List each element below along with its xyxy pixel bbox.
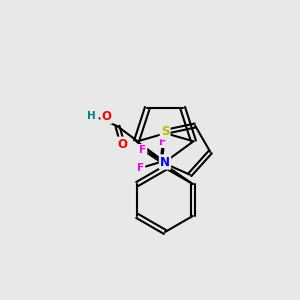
Text: H: H [87,111,95,121]
Text: O: O [118,138,128,151]
Text: F: F [159,137,166,147]
Text: F: F [137,163,144,173]
Text: F: F [139,145,146,155]
Text: S: S [161,125,170,138]
Text: O: O [101,110,112,123]
Text: N: N [160,155,170,169]
